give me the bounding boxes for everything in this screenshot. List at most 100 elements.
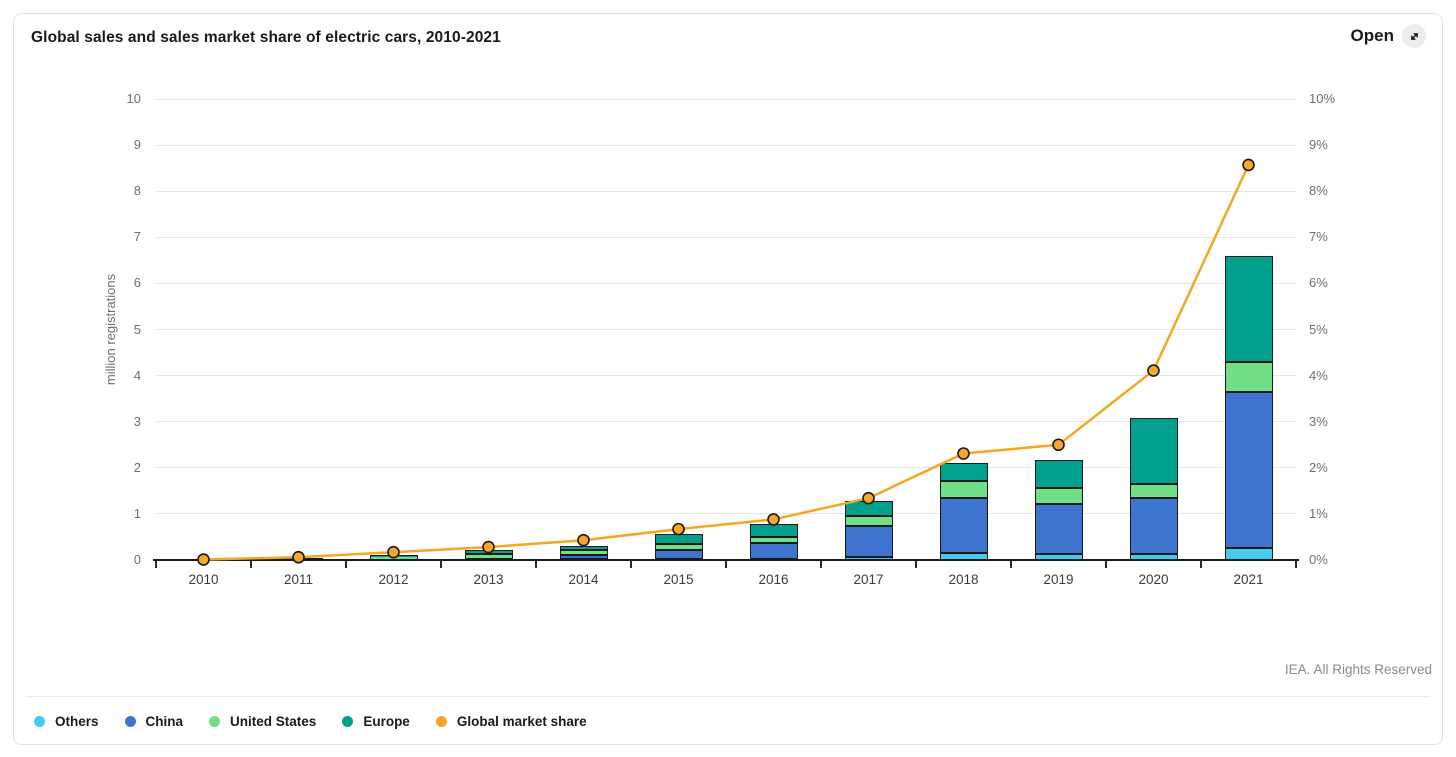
plot-area: million registrations 0 0% 1 1% 2 2% 3 3% 4 4% 5 5%… — [104, 91, 1336, 587]
legend-item-united-states[interactable]: United States — [209, 714, 316, 729]
bar-segment-china-2017[interactable] — [844, 525, 893, 558]
bar-segment-united-states-2014[interactable] — [559, 550, 608, 556]
open-button[interactable]: Open — [1351, 24, 1426, 48]
right-axis-tick-label: 0% — [1309, 552, 1328, 567]
bar-segment-united-states-2016[interactable] — [749, 537, 798, 544]
x-axis-tick — [1295, 561, 1297, 568]
gridline — [156, 513, 1296, 515]
right-axis-tick-label: 2% — [1309, 459, 1328, 475]
market-share-line-layer — [197, 158, 1255, 566]
x-axis-tick — [915, 561, 917, 568]
legend-item-others[interactable]: Others — [34, 714, 99, 729]
right-axis-tick-label: 3% — [1309, 413, 1328, 429]
gridline — [156, 236, 1296, 238]
gridline — [156, 421, 1296, 423]
bar-segment-china-2020[interactable] — [1129, 497, 1178, 555]
market-share-point-2013[interactable] — [482, 540, 495, 554]
left-axis-tick-label: 9 — [133, 137, 141, 153]
bar-segment-china-2018[interactable] — [939, 497, 988, 553]
category-label-2016: 2016 — [758, 572, 789, 587]
left-axis-tick-label: 4 — [133, 367, 141, 383]
legend-label: Europe — [363, 714, 410, 729]
market-share-point-2010[interactable] — [197, 553, 210, 566]
legend-dot — [342, 716, 354, 727]
bar-segment-europe-2021[interactable] — [1224, 256, 1273, 362]
x-axis-tick — [820, 561, 822, 568]
market-share-point-2012[interactable] — [387, 545, 400, 559]
right-axis-tick-label: 7% — [1309, 229, 1328, 245]
bar-segment-united-states-2013[interactable] — [464, 554, 513, 559]
market-share-point-2021[interactable] — [1242, 158, 1255, 172]
left-axis-tick-label: 10 — [126, 91, 141, 106]
market-share-point-2015[interactable] — [672, 522, 685, 536]
market-share-point-2018[interactable] — [957, 447, 970, 460]
right-axis-tick-label: 1% — [1309, 505, 1328, 521]
legend-dot — [124, 716, 136, 727]
bar-segment-europe-2018[interactable] — [939, 463, 988, 481]
bar-segment-europe-2020[interactable] — [1129, 418, 1178, 485]
legend-divider — [26, 696, 1430, 697]
legend-label: Others — [55, 714, 99, 729]
market-share-point-2014[interactable] — [577, 533, 590, 547]
market-share-point-2019[interactable] — [1052, 438, 1065, 452]
bar-segment-united-states-2021[interactable] — [1224, 361, 1273, 392]
category-label-2014: 2014 — [568, 572, 599, 587]
market-share-point-2020[interactable] — [1147, 364, 1160, 377]
x-axis-tick — [250, 561, 252, 568]
x-axis-line — [153, 559, 1299, 561]
legend-item-europe[interactable]: Europe — [342, 714, 410, 729]
category-label-2020: 2020 — [1138, 572, 1169, 587]
gridline — [156, 190, 1296, 192]
category-label-2012: 2012 — [378, 572, 409, 587]
copyright-text: IEA. All Rights Reserved — [1284, 662, 1432, 677]
left-axis-tick-label: 7 — [133, 229, 141, 245]
bar-segment-china-2016[interactable] — [749, 543, 798, 559]
market-share-point-2011[interactable] — [292, 550, 305, 564]
bar-segment-united-states-2019[interactable] — [1034, 488, 1083, 505]
left-axis-tick-label: 6 — [133, 275, 141, 291]
market-share-point-2017[interactable] — [862, 491, 875, 505]
x-axis-tick — [345, 561, 347, 568]
legend-dot — [34, 716, 45, 727]
gridline — [156, 329, 1296, 330]
chart-card: Global sales and sales market share of e… — [13, 13, 1443, 745]
bar-segment-china-2021[interactable] — [1224, 391, 1273, 548]
legend-dot — [435, 716, 447, 727]
left-axis-tick-label: 2 — [133, 459, 141, 475]
bar-segment-china-2019[interactable] — [1034, 504, 1083, 554]
right-axis-tick-label: 6% — [1309, 275, 1328, 291]
market-share-point-2016[interactable] — [767, 513, 780, 526]
left-axis-tick-label: 3 — [133, 413, 141, 429]
left-axis-tick-label: 8 — [133, 183, 141, 199]
legend-item-china[interactable]: China — [124, 714, 184, 729]
gridline — [156, 467, 1296, 469]
external-link-icon — [1402, 24, 1426, 48]
bar-segment-united-states-2017[interactable] — [844, 515, 893, 526]
gridline — [156, 144, 1296, 146]
legend-label: China — [145, 714, 184, 729]
bar-segment-china-2014[interactable] — [559, 555, 608, 560]
right-axis-tick-label: 10% — [1309, 91, 1336, 106]
x-axis-tick — [1200, 561, 1202, 568]
category-label-2018: 2018 — [948, 572, 979, 587]
legend-item-global-market-share[interactable]: Global market share — [435, 714, 587, 729]
gridline — [156, 98, 1296, 100]
right-axis-tick-label: 4% — [1309, 367, 1328, 383]
bar-segment-united-states-2018[interactable] — [939, 480, 988, 498]
right-axis-tick-label: 9% — [1309, 137, 1328, 153]
category-label-2013: 2013 — [473, 572, 504, 587]
legend-label: United States — [230, 714, 317, 729]
legend-label: Global market share — [456, 714, 587, 729]
bar-segment-europe-2019[interactable] — [1034, 459, 1083, 489]
x-axis-tick — [1105, 561, 1107, 568]
category-label-2015: 2015 — [663, 572, 694, 587]
gridline — [156, 282, 1296, 284]
bar-segment-united-states-2020[interactable] — [1129, 484, 1178, 498]
chart-title: Global sales and sales market share of e… — [31, 29, 501, 46]
x-axis-tick — [725, 561, 727, 568]
bar-segment-china-2015[interactable] — [654, 549, 703, 560]
category-label-2017: 2017 — [853, 572, 884, 587]
right-axis-tick-label: 8% — [1309, 183, 1328, 199]
bar-segment-united-states-2015[interactable] — [654, 544, 703, 550]
legend: Others China United States Europe Global mar… — [34, 714, 587, 729]
